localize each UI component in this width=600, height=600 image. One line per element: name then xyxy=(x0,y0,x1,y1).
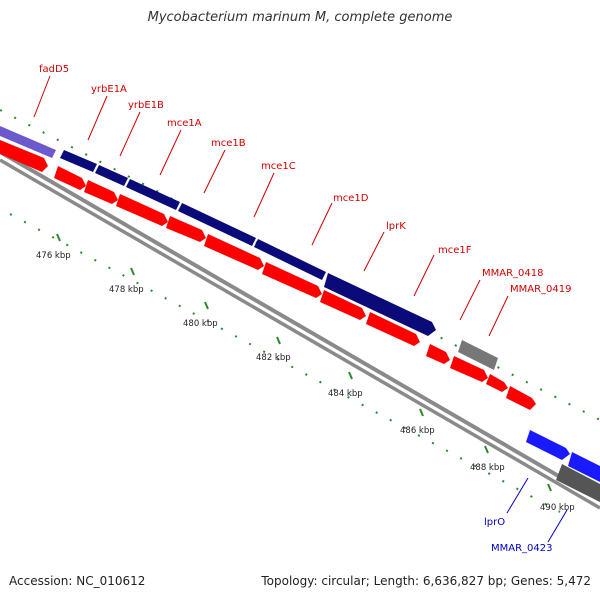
feature-rev-12 xyxy=(486,374,508,392)
feature-rev-13 xyxy=(506,386,536,410)
feature-lprO xyxy=(526,430,570,460)
gene-label: yrbE1A xyxy=(91,84,127,95)
leader-line xyxy=(159,129,182,176)
gene-label: mce1D xyxy=(333,193,369,204)
feature-mce1C xyxy=(254,239,326,280)
gene-label: MMAR_0419 xyxy=(510,284,572,295)
feature-fadD5 xyxy=(0,140,48,172)
tick-mark xyxy=(276,336,281,345)
gene-label: mce1C xyxy=(261,161,296,172)
feature-rev-9 xyxy=(366,312,420,346)
tick-mark xyxy=(348,371,353,380)
leader-line xyxy=(87,95,108,141)
tick-label: 476 kbp xyxy=(36,251,71,261)
tick-mark xyxy=(56,233,61,242)
tick-label: 478 kbp xyxy=(109,285,144,295)
topology-info: Topology: circular; Length: 6,636,827 bp… xyxy=(261,574,591,588)
accession-info: Accession: NC_010612 xyxy=(9,574,145,588)
leader-line xyxy=(506,477,529,514)
tick-label: 482 kbp xyxy=(256,353,291,363)
forward-features xyxy=(0,126,600,502)
tick-label: 486 kbp xyxy=(400,426,435,436)
feature-MMAR_0418 xyxy=(458,340,498,370)
gene-label: lprK xyxy=(386,221,406,232)
feature-lprO-b xyxy=(568,452,600,482)
leader-line xyxy=(311,202,333,246)
tick-label: 480 kbp xyxy=(183,319,218,329)
reverse-features xyxy=(0,140,536,410)
backbone-outer xyxy=(0,150,600,502)
tick-mark xyxy=(130,267,135,276)
feature-rev-4 xyxy=(116,194,168,226)
feature-rev-2 xyxy=(54,166,86,190)
feature-rev-8 xyxy=(320,290,366,320)
label-leaders xyxy=(33,75,568,543)
tick-label: 490 kbp xyxy=(540,503,575,513)
feature-rev-5 xyxy=(166,216,206,242)
feature-yrbE1B xyxy=(95,165,128,186)
tick-mark xyxy=(547,483,552,492)
tick-mark xyxy=(484,445,489,454)
gene-label: mce1B xyxy=(211,138,246,149)
leader-line xyxy=(413,254,435,297)
gene-label: lprO xyxy=(484,517,505,528)
feature-rev-6 xyxy=(204,234,264,270)
map-title: Mycobacterium marinum M, complete genome xyxy=(147,10,453,25)
accession-label: Accession: xyxy=(9,574,73,588)
tick-mark xyxy=(204,301,209,310)
feature-rev-10 xyxy=(426,344,450,364)
major-ticks xyxy=(56,233,552,492)
feature-rev-7 xyxy=(262,262,322,298)
backbone-inner xyxy=(0,158,600,510)
leader-line xyxy=(363,231,385,272)
accession-value: NC_010612 xyxy=(76,574,146,588)
leader-line xyxy=(459,279,481,321)
feature-MMAR_0423 xyxy=(556,464,600,502)
feature-rev-3 xyxy=(84,180,118,204)
gene-label: yrbE1B xyxy=(128,100,164,111)
leader-line xyxy=(547,509,568,543)
gene-label: mce1A xyxy=(167,118,202,129)
feature-rev-11 xyxy=(450,356,488,382)
feature-mce1D xyxy=(324,273,436,336)
tick-label: 484 kbp xyxy=(328,389,363,399)
leader-line xyxy=(203,149,226,194)
tick-labels: 476 kbp 478 kbp 480 kbp 482 kbp 484 kbp … xyxy=(36,251,575,513)
leader-line xyxy=(33,75,51,118)
tick-label: 488 kbp xyxy=(470,463,505,473)
leader-line xyxy=(119,111,141,157)
gene-labels: fadD5 yrbE1A yrbE1B mce1A mce1B mce1C mc… xyxy=(39,64,572,554)
gene-label: MMAR_0423 xyxy=(491,543,553,554)
gene-label: MMAR_0418 xyxy=(482,268,544,279)
gene-label: mce1F xyxy=(438,245,472,256)
feature-mce1A xyxy=(126,179,180,210)
feature-yrbE1A xyxy=(60,150,97,172)
feature-fadD5-forward xyxy=(0,126,56,158)
tick-mark xyxy=(419,408,424,417)
gene-label: fadD5 xyxy=(39,64,69,75)
leader-line xyxy=(253,172,275,218)
feature-mce1B xyxy=(178,203,256,246)
leader-line xyxy=(488,295,509,337)
